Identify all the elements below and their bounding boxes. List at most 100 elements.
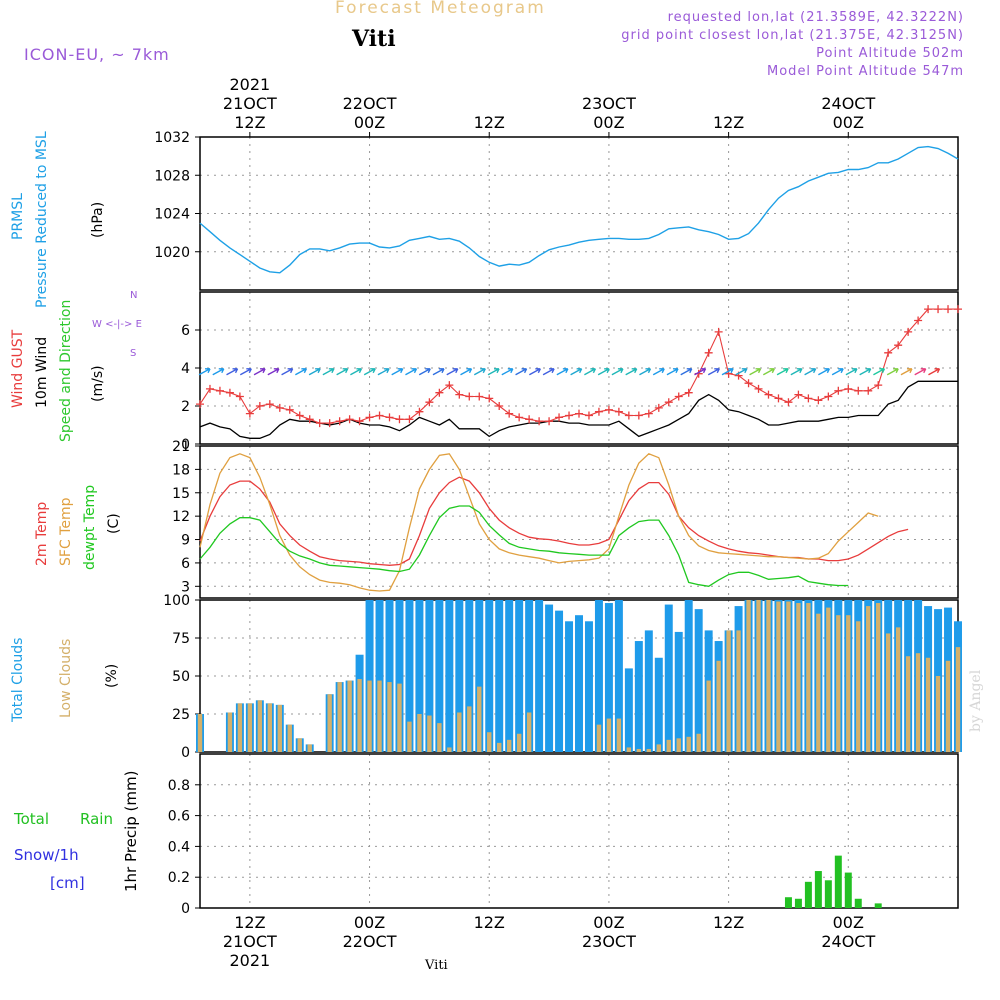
- rain-bar: [784, 897, 792, 908]
- low-clouds-bar: [846, 615, 851, 752]
- low-clouds-bar: [417, 714, 422, 752]
- gust-point-marker: [604, 405, 613, 414]
- total-clouds-bar: [445, 600, 454, 752]
- rain-bar: [814, 871, 822, 908]
- low-clouds-bar: [716, 660, 721, 752]
- y-tick-label: 1028: [154, 168, 190, 184]
- y-tick-label: 50: [172, 669, 190, 685]
- wind-direction-arrow: [501, 368, 514, 376]
- low-clouds-bar: [407, 721, 412, 752]
- low-clouds-bar: [257, 700, 263, 752]
- gust-point-marker: [714, 327, 723, 336]
- wind-direction-arrow: [253, 368, 266, 376]
- gust-point-marker: [774, 394, 783, 403]
- top-time-label: 12Z: [234, 113, 265, 132]
- gust-point-marker: [475, 392, 484, 401]
- low-clouds-bar: [337, 682, 342, 752]
- rain-bar: [874, 903, 882, 908]
- wind-direction-arrow: [584, 368, 597, 376]
- wind-direction-arrow: [873, 368, 886, 376]
- gust-point-marker: [644, 409, 653, 418]
- low-clouds-bar: [287, 724, 292, 752]
- wind-direction-arrow: [239, 368, 252, 376]
- snow-unit: [cm]: [50, 874, 85, 892]
- low-clouds-bar: [746, 600, 751, 752]
- model-altitude: Model Point Altitude 547m: [767, 64, 964, 79]
- bottom-time-label: 2021: [230, 951, 271, 970]
- low-clouds-bar: [856, 621, 861, 752]
- total-clouds-bar: [465, 600, 474, 752]
- compass-west-east: W <-|-> E: [92, 319, 142, 330]
- gust-point-marker: [285, 405, 294, 414]
- gust-point-marker: [495, 402, 504, 410]
- wind-direction-arrow: [198, 368, 211, 376]
- wind-direction-arrow: [212, 368, 225, 376]
- wind-direction-arrow: [556, 368, 569, 376]
- gust-point-marker: [445, 381, 454, 390]
- wind-direction-arrow: [900, 368, 913, 376]
- gust-point-marker: [744, 379, 753, 388]
- model-name: ICON-EU, ~ 7km: [24, 45, 170, 64]
- low-clouds-bar: [397, 683, 402, 752]
- gust-point-marker: [345, 415, 354, 424]
- top-time-label: 2021: [230, 75, 271, 94]
- low-clouds-bar: [357, 679, 362, 752]
- wind-direction-arrow: [226, 368, 239, 376]
- station-name: Viti: [352, 26, 396, 52]
- low-clouds-bar: [806, 603, 811, 752]
- rain-bar: [844, 872, 852, 908]
- low-clouds-bar: [427, 715, 432, 752]
- gust-point-marker: [704, 348, 713, 357]
- low-clouds-bar: [756, 600, 761, 752]
- low-clouds-bar: [866, 606, 871, 752]
- y-tick-label: 3: [181, 579, 190, 595]
- gust-point-marker: [265, 400, 274, 409]
- total-clouds-bar: [455, 600, 464, 752]
- page-title: Forecast Meteogram: [335, 0, 546, 18]
- total-clouds-bar: [505, 600, 514, 752]
- low-clouds-bar: [726, 630, 731, 752]
- y-tick-label: 4: [181, 361, 190, 377]
- wind-direction-arrow: [597, 368, 610, 376]
- low-clouds-bar: [915, 653, 921, 752]
- gust-point-marker: [485, 394, 494, 403]
- low-clouds-bar: [297, 738, 302, 752]
- total-clouds-bar: [415, 600, 424, 752]
- y-tick-label: 0.8: [168, 778, 190, 794]
- wind-direction-arrow: [267, 368, 280, 376]
- low-clouds-bar: [197, 714, 203, 752]
- bottom-time-label: 00Z: [593, 913, 624, 932]
- total-clouds-bar: [395, 600, 404, 752]
- y-tick-label: 12: [172, 509, 190, 525]
- wind-direction-arrow: [735, 368, 748, 376]
- total-clouds-bar: [535, 600, 544, 752]
- wind-direction-arrow: [611, 368, 624, 376]
- low-clouds-bar: [636, 748, 642, 752]
- wind-direction-arrow: [446, 368, 459, 376]
- total-clouds-bar: [385, 600, 394, 752]
- gust-point-marker: [624, 411, 633, 420]
- low-clouds-bar: [676, 738, 681, 752]
- low-clouds-bar: [307, 744, 312, 752]
- gust-point-marker: [614, 407, 623, 416]
- rain-label: Rain: [80, 810, 113, 828]
- low-clouds-bar: [935, 676, 941, 752]
- gust-point-marker: [834, 386, 843, 395]
- gust-point-marker: [535, 417, 544, 426]
- bottom-time-label: 24OCT: [821, 932, 875, 951]
- y-tick-label: 1024: [154, 207, 190, 223]
- gust-point-marker: [315, 419, 324, 428]
- low-clouds-bar: [526, 712, 532, 752]
- gust-point-marker: [824, 392, 833, 401]
- low-clouds-bar: [437, 723, 442, 752]
- low-clouds-bar: [686, 736, 691, 752]
- y-tick-label: 15: [172, 486, 190, 502]
- gust-point-marker: [844, 384, 853, 393]
- bottom-time-label: 23OCT: [582, 932, 636, 951]
- top-time-label: 00Z: [593, 113, 624, 132]
- gust-point-marker: [305, 415, 314, 424]
- panel-frame-2: [199, 445, 959, 599]
- gust-point-marker: [335, 417, 344, 426]
- total-clouds-bar: [425, 600, 434, 752]
- gust-point-marker: [355, 417, 364, 426]
